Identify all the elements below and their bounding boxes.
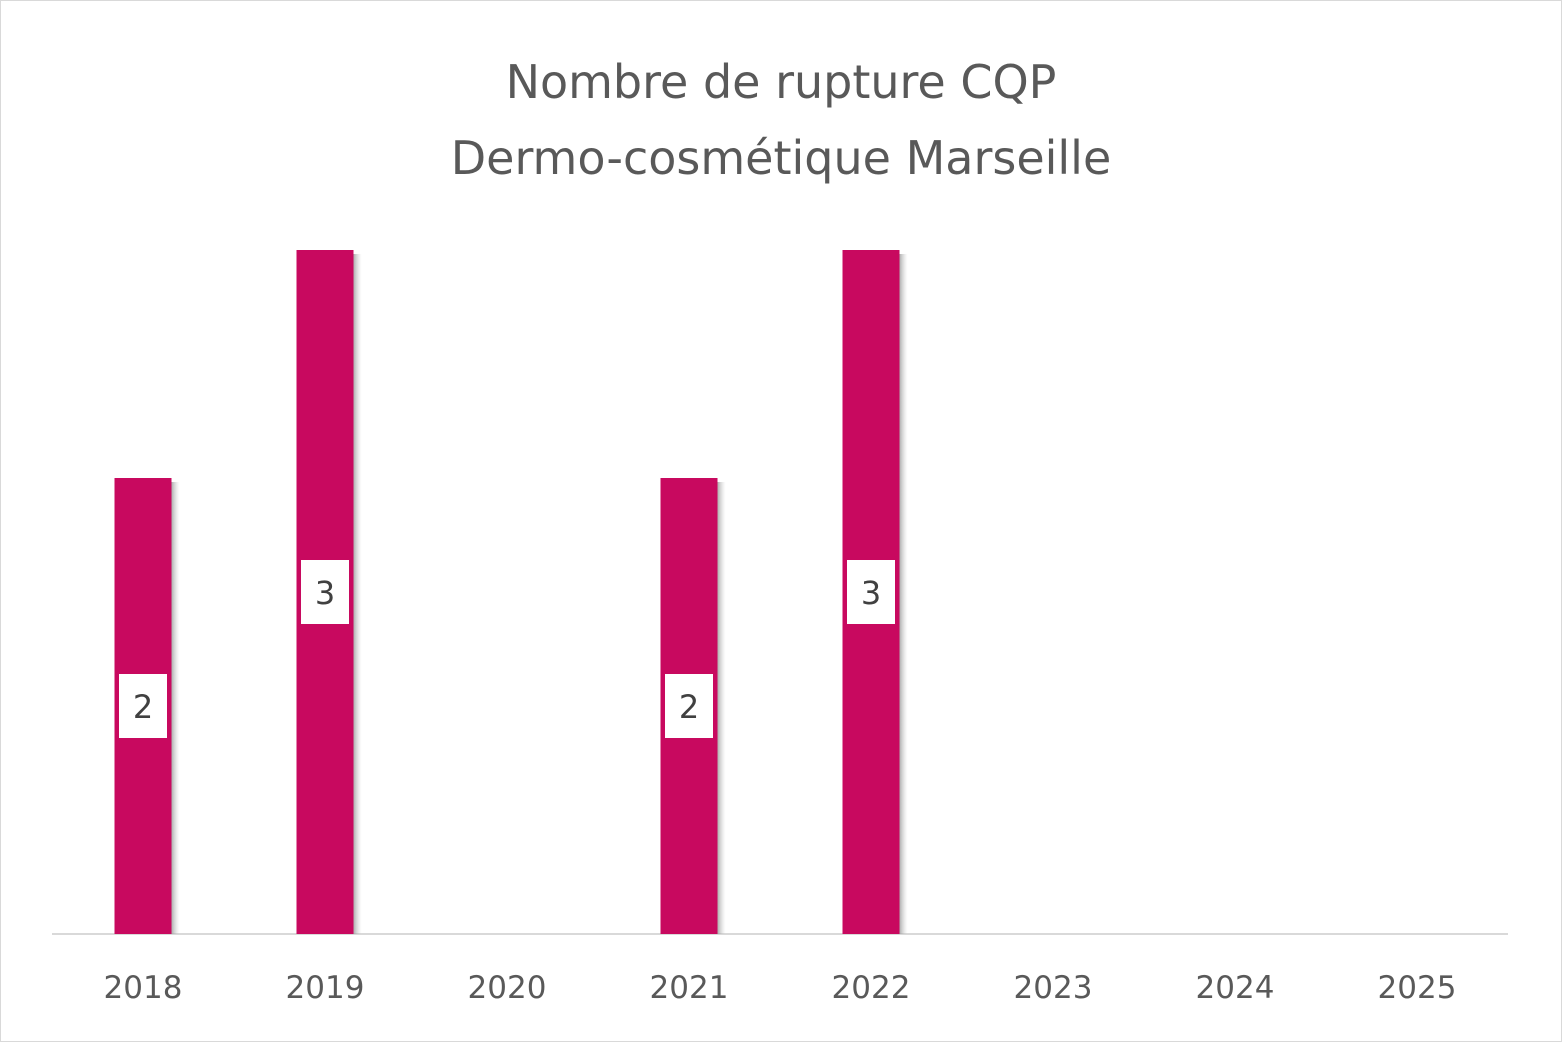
bar-shadow — [353, 254, 362, 934]
data-label-2018: 2 — [133, 688, 153, 726]
title-line-2: Dermo-cosmétique Marseille — [450, 131, 1112, 185]
data-label-2021: 2 — [679, 688, 699, 726]
data-label-box — [301, 560, 349, 624]
x-tick-label-2022: 2022 — [832, 970, 911, 1006]
x-tick-label-2019: 2019 — [286, 970, 365, 1006]
x-tick-label-2020: 2020 — [468, 970, 547, 1006]
title-line-1: Nombre de rupture CQP — [505, 55, 1057, 109]
data-label-2019: 3 — [315, 574, 335, 612]
data-label-2022: 3 — [861, 574, 881, 612]
x-tick-label-2018: 2018 — [104, 970, 183, 1006]
x-tick-label-2024: 2024 — [1196, 970, 1275, 1006]
data-label-box — [665, 674, 713, 738]
x-tick-label-2025: 2025 — [1378, 970, 1457, 1006]
x-tick-label-2021: 2021 — [650, 970, 729, 1006]
chart-title: Nombre de rupture CQP Dermo-cosmétique M… — [0, 44, 1562, 196]
x-tick-label-2023: 2023 — [1014, 970, 1093, 1006]
bar-shadow — [717, 482, 726, 934]
bar-shadow — [899, 254, 908, 934]
data-label-box — [847, 560, 895, 624]
data-label-box — [119, 674, 167, 738]
bar-shadow — [171, 482, 180, 934]
